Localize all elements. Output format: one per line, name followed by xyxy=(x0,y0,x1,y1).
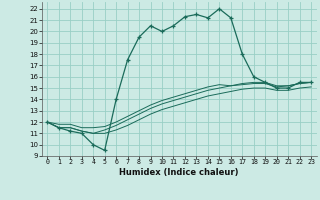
X-axis label: Humidex (Indice chaleur): Humidex (Indice chaleur) xyxy=(119,168,239,177)
